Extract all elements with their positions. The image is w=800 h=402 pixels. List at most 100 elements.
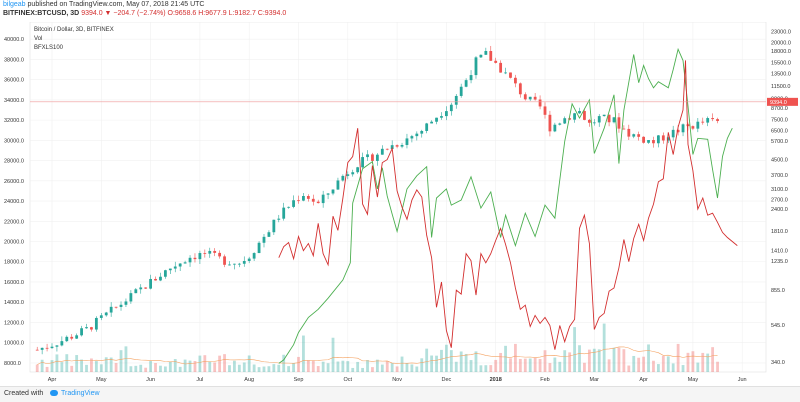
volume-bar (558, 361, 562, 372)
volume-bar (168, 361, 172, 372)
left-tick-label: 24000.0 (4, 199, 24, 205)
volume-bar (435, 355, 438, 372)
candle-body (80, 328, 83, 336)
candle-body (228, 264, 231, 266)
volume-bar (366, 360, 369, 372)
candle-body (287, 206, 291, 208)
left-tick-label: 28000.0 (4, 159, 24, 165)
volume-bar (573, 327, 576, 372)
candle-body (351, 172, 355, 175)
candle-body (375, 154, 379, 161)
right-axis: 340.0 545.0 855.0 1235.0 1410.0 1810.0 2400.0 2… (771, 30, 791, 367)
volume-bar (528, 358, 532, 372)
volume-bar (425, 348, 429, 372)
volume-bar (612, 347, 616, 372)
legend-entry: Vol (34, 36, 42, 42)
last-price-tag (767, 97, 798, 106)
volume-bar (587, 349, 591, 372)
volume-bar (218, 355, 222, 372)
x-tick-label: 2018 (490, 377, 502, 383)
volume-bar (124, 346, 128, 372)
volume-bar (75, 355, 79, 372)
candle-body (509, 72, 512, 78)
last-price-marker: 9394.0 (30, 97, 798, 106)
right-tick-label: 8700.0 (771, 106, 788, 112)
candle-body (134, 289, 138, 294)
candle-body (346, 174, 350, 176)
volume-bar (592, 348, 596, 372)
volume-bar (390, 363, 394, 372)
candle-body (50, 346, 54, 349)
candle-body (400, 144, 404, 147)
price-chart[interactable]: 8000.0 10000.0 12000.0 14000.0 16000.0 18000.… (0, 21, 800, 386)
left-tick-label: 10000.0 (4, 341, 24, 347)
volume-bar (60, 362, 64, 372)
chart-area[interactable]: 8000.0 10000.0 12000.0 14000.0 16000.0 18000.… (0, 21, 800, 386)
candle-body (514, 77, 517, 84)
volume-bar (228, 365, 231, 372)
candle-body (292, 200, 295, 207)
left-tick-label: 14000.0 (4, 300, 24, 306)
x-tick-label: Feb (540, 377, 549, 383)
candle-body (647, 140, 650, 143)
right-tick-label: 1810.0 (771, 229, 788, 235)
volume-bars (35, 323, 719, 372)
candle-body (523, 94, 527, 100)
candle-body (622, 128, 626, 130)
volume-bar (617, 347, 621, 372)
candle-body (262, 236, 266, 243)
x-tick-label: Jun (146, 377, 155, 383)
candle-body (311, 198, 315, 202)
candle-body (203, 253, 207, 254)
volume-bar (257, 367, 261, 372)
candle-body (302, 196, 305, 201)
volume-bar (395, 366, 399, 372)
left-tick-label: 32000.0 (4, 118, 24, 124)
volume-bar (661, 355, 665, 372)
volume-bar (331, 337, 335, 372)
candle-body (213, 250, 217, 253)
right-tick-label: 7500.0 (771, 118, 788, 124)
right-tick-label: 3700.0 (771, 173, 788, 179)
volume-bar (627, 365, 631, 372)
symbol-info: BITFINEX:BTCUSD, 3D 9394.0 ▼ −204.7 (−2.… (3, 10, 286, 17)
volume-bar (149, 361, 152, 372)
volume-bar (449, 350, 453, 372)
volume-bar (213, 362, 217, 372)
author-link[interactable]: bilgeab (3, 1, 26, 8)
volume-bar (548, 363, 552, 372)
candlesticks (35, 45, 719, 355)
volume-bar (652, 360, 655, 372)
candle-body (691, 126, 695, 129)
candle-body (306, 196, 310, 199)
volume-bar (371, 367, 374, 372)
volume-bar (484, 365, 488, 372)
volume-bar (469, 360, 473, 372)
candle-body (661, 135, 665, 141)
candle-body (415, 133, 419, 137)
left-tick-label: 36000.0 (4, 78, 24, 84)
volume-bar (351, 367, 355, 372)
candle-body (277, 218, 281, 220)
red-indicator-line (278, 60, 738, 350)
volume-bar (134, 365, 138, 372)
volume-bar (203, 355, 207, 372)
volume-bar (533, 357, 537, 372)
volume-bar (336, 361, 340, 372)
last-price-label: 9394.0 (770, 100, 787, 106)
candle-body (85, 327, 88, 329)
volume-ma-line (37, 346, 718, 365)
x-tick-label: Aug (244, 377, 254, 383)
x-tick-label: Dec (442, 377, 452, 383)
volume-bar (538, 358, 542, 372)
candle-body (716, 119, 719, 122)
volume-bar (70, 365, 74, 372)
candle-body (282, 207, 286, 219)
candle-body (592, 122, 596, 124)
candle-body (617, 117, 621, 129)
volume-bar (173, 359, 177, 372)
volume-bar (578, 345, 581, 372)
tradingview-brand[interactable]: TradingView (50, 390, 100, 397)
candle-body (642, 136, 645, 143)
left-price-axis: 8000.0 10000.0 12000.0 14000.0 16000.0 18000.… (4, 37, 24, 367)
